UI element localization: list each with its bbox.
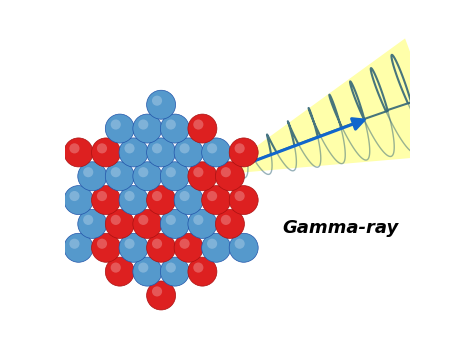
Circle shape xyxy=(83,215,93,225)
Circle shape xyxy=(193,263,203,273)
Circle shape xyxy=(110,167,121,177)
Circle shape xyxy=(91,186,120,215)
Circle shape xyxy=(188,162,217,191)
Circle shape xyxy=(125,191,135,201)
Circle shape xyxy=(207,191,217,201)
Circle shape xyxy=(97,191,107,201)
Circle shape xyxy=(125,239,135,249)
Circle shape xyxy=(105,162,134,191)
Circle shape xyxy=(64,138,93,167)
Circle shape xyxy=(174,233,203,262)
Circle shape xyxy=(110,119,121,130)
Circle shape xyxy=(146,281,175,310)
Circle shape xyxy=(180,239,190,249)
Circle shape xyxy=(138,215,148,225)
Circle shape xyxy=(152,239,162,249)
Circle shape xyxy=(152,286,162,296)
Circle shape xyxy=(110,263,121,273)
Circle shape xyxy=(160,114,189,143)
Circle shape xyxy=(193,215,203,225)
Circle shape xyxy=(180,191,190,201)
Circle shape xyxy=(78,162,107,191)
Circle shape xyxy=(160,162,189,191)
Circle shape xyxy=(174,186,203,215)
Circle shape xyxy=(91,138,120,167)
Circle shape xyxy=(207,239,217,249)
Polygon shape xyxy=(223,38,448,174)
Circle shape xyxy=(133,209,162,238)
Circle shape xyxy=(110,215,121,225)
Circle shape xyxy=(146,90,175,119)
Circle shape xyxy=(138,263,148,273)
Circle shape xyxy=(201,233,231,262)
Circle shape xyxy=(97,143,107,154)
Circle shape xyxy=(229,233,258,262)
Circle shape xyxy=(105,114,134,143)
Circle shape xyxy=(64,186,93,215)
Circle shape xyxy=(105,209,134,238)
Circle shape xyxy=(166,119,176,130)
Circle shape xyxy=(180,143,190,154)
Circle shape xyxy=(152,143,162,154)
Circle shape xyxy=(138,167,148,177)
Circle shape xyxy=(221,215,231,225)
Circle shape xyxy=(207,143,217,154)
Circle shape xyxy=(193,119,203,130)
Circle shape xyxy=(235,191,245,201)
Circle shape xyxy=(160,209,189,238)
Circle shape xyxy=(133,114,162,143)
Circle shape xyxy=(188,114,217,143)
Circle shape xyxy=(221,167,231,177)
Circle shape xyxy=(69,239,80,249)
Circle shape xyxy=(97,239,107,249)
Circle shape xyxy=(152,191,162,201)
Circle shape xyxy=(235,239,245,249)
Circle shape xyxy=(166,263,176,273)
Text: Gamma-ray: Gamma-ray xyxy=(283,219,399,237)
Circle shape xyxy=(64,233,93,262)
Circle shape xyxy=(119,138,148,167)
Circle shape xyxy=(188,257,217,286)
Circle shape xyxy=(201,138,231,167)
Circle shape xyxy=(166,167,176,177)
Circle shape xyxy=(235,143,245,154)
Circle shape xyxy=(83,167,93,177)
Circle shape xyxy=(160,257,189,286)
Circle shape xyxy=(91,233,120,262)
Circle shape xyxy=(166,215,176,225)
Circle shape xyxy=(152,96,162,106)
Circle shape xyxy=(146,138,175,167)
Circle shape xyxy=(119,186,148,215)
Circle shape xyxy=(119,233,148,262)
Circle shape xyxy=(174,138,203,167)
Circle shape xyxy=(146,233,175,262)
Circle shape xyxy=(105,257,134,286)
Circle shape xyxy=(78,209,107,238)
Circle shape xyxy=(146,186,175,215)
Circle shape xyxy=(69,191,80,201)
Circle shape xyxy=(229,186,258,215)
Circle shape xyxy=(125,143,135,154)
Circle shape xyxy=(216,162,245,191)
Circle shape xyxy=(133,162,162,191)
Circle shape xyxy=(69,143,80,154)
Circle shape xyxy=(216,209,245,238)
Circle shape xyxy=(138,119,148,130)
Circle shape xyxy=(193,167,203,177)
Circle shape xyxy=(229,138,258,167)
Circle shape xyxy=(201,186,231,215)
Circle shape xyxy=(133,257,162,286)
Circle shape xyxy=(188,209,217,238)
